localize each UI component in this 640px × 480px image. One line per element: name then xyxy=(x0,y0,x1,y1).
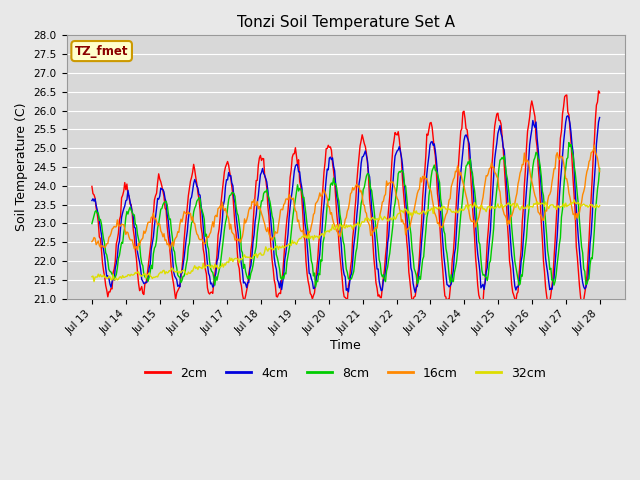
X-axis label: Time: Time xyxy=(330,339,361,352)
Title: Tonzi Soil Temperature Set A: Tonzi Soil Temperature Set A xyxy=(237,15,455,30)
Text: TZ_fmet: TZ_fmet xyxy=(75,45,129,58)
Legend: 2cm, 4cm, 8cm, 16cm, 32cm: 2cm, 4cm, 8cm, 16cm, 32cm xyxy=(140,361,551,384)
Y-axis label: Soil Temperature (C): Soil Temperature (C) xyxy=(15,103,28,231)
